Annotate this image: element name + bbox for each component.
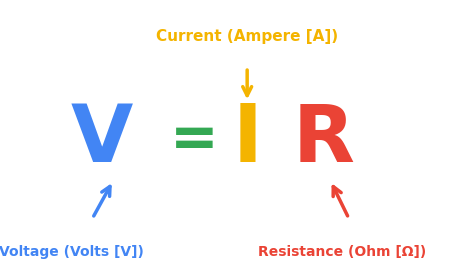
Text: Voltage (Volts [V]): Voltage (Volts [V]) [0,245,144,259]
Text: R: R [292,101,354,179]
Text: Resistance (Ohm [Ω]): Resistance (Ohm [Ω]) [258,245,426,259]
Text: Current (Ampere [A]): Current (Ampere [A]) [156,29,338,44]
Text: V: V [71,101,133,179]
Text: =: = [170,111,219,169]
Text: I: I [232,101,262,179]
